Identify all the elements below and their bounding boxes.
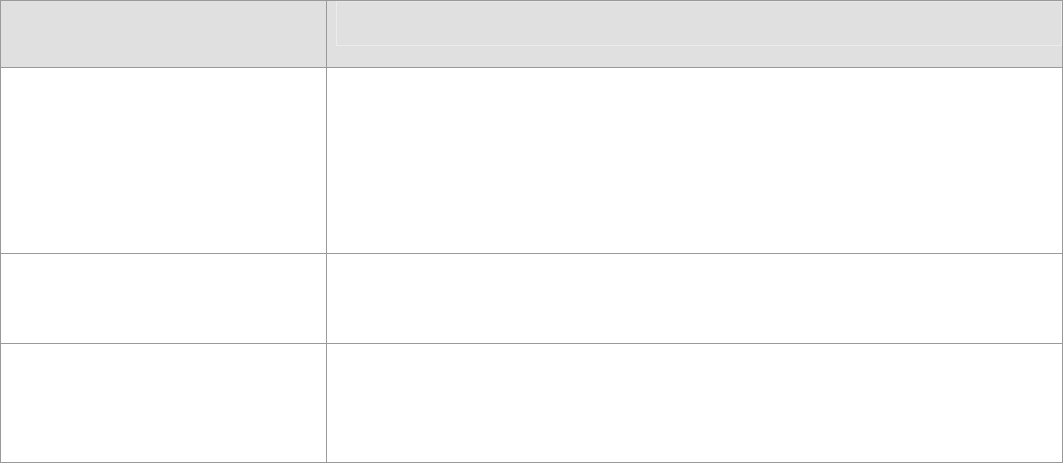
table-header-row (0, 0, 1063, 68)
table-row[interactable] (0, 343, 1063, 463)
column-header-right-panel[interactable] (336, 1, 1062, 46)
table-cell-left[interactable] (0, 343, 327, 463)
table-cell-left-value (1, 344, 326, 462)
table-cell-right-value (327, 68, 1062, 253)
table-row[interactable] (0, 253, 1063, 344)
column-header-right-label (327, 46, 1062, 67)
table-cell-right[interactable] (326, 343, 1063, 463)
table-cell-right[interactable] (326, 253, 1063, 344)
table-body (0, 67, 1063, 463)
table-row[interactable] (0, 67, 1063, 254)
table-cell-left-value (1, 254, 326, 343)
column-header-left[interactable] (0, 0, 327, 68)
table-cell-left-value (1, 68, 326, 253)
table-header (0, 0, 1063, 68)
table-cell-right-value (327, 344, 1062, 462)
table-cell-right-value (327, 254, 1062, 343)
table-cell-right[interactable] (326, 67, 1063, 254)
table-cell-left[interactable] (0, 67, 327, 254)
table-cell-left[interactable] (0, 253, 327, 344)
column-header-left-label (1, 1, 326, 67)
column-header-right[interactable] (326, 0, 1063, 68)
